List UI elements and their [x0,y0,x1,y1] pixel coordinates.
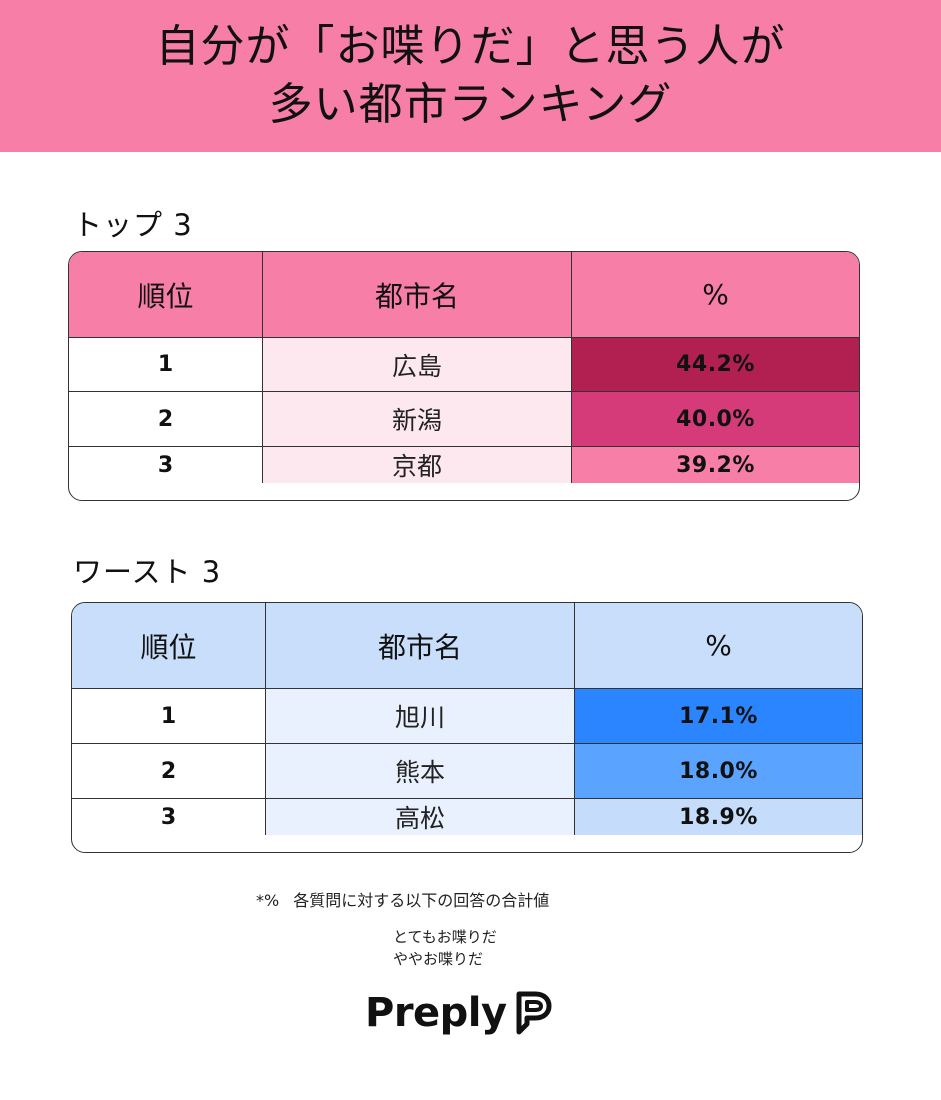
table-header-row: 順位 都市名 % [69,252,859,337]
percent-cell: 18.9% [574,799,862,835]
city-cell: 旭川 [265,689,574,743]
footnote-text: 各質問に対する以下の回答の合計値 [293,891,550,910]
rank-cell: 1 [69,338,262,391]
city-cell: 新潟 [262,392,571,446]
answer-item: ややお喋りだ [393,950,484,968]
rank-cell: 1 [72,689,265,743]
city-cell: 熊本 [265,744,574,798]
answer-list: とてもお喋りだ ややお喋りだ [393,926,497,970]
logo-wordmark: Preply [365,990,507,1036]
percent-cell: 40.0% [571,392,859,446]
preply-logo-icon [516,991,552,1035]
table-row: 2 新潟 40.0% [69,391,859,446]
worst3-title: ワースト 3 [73,555,222,589]
footnote: *% 各質問に対する以下の回答の合計値 [256,887,549,911]
footnote-mark: *% [256,891,280,910]
table-row: 1 広島 44.2% [69,337,859,391]
percent-header: % [571,252,859,337]
city-header: 都市名 [265,603,574,688]
percent-cell: 39.2% [571,447,859,483]
rank-cell: 3 [69,447,262,483]
percent-cell: 44.2% [571,338,859,391]
rank-header: 順位 [137,279,194,313]
table-row: 3 高松 18.9% [72,798,862,835]
percent-cell: 18.0% [574,744,862,798]
top3-table: 順位 都市名 % 1 広島 44.2% 2 新潟 40.0% 3 京都 39.2… [68,251,860,501]
worst3-table: 順位 都市名 % 1 旭川 17.1% 2 熊本 18.0% 3 高松 18.9… [71,602,863,853]
top3-title: トップ 3 [73,208,193,242]
table-row: 1 旭川 17.1% [72,688,862,743]
rank-cell: 2 [69,392,262,446]
percent-header: % [574,603,862,688]
table-row: 2 熊本 18.0% [72,743,862,798]
header-banner: 自分が「お喋りだ」と思う人が 多い都市ランキング [0,0,941,152]
title-line-2: 多い都市ランキング [268,79,673,130]
table-row: 3 京都 39.2% [69,446,859,483]
rank-cell: 3 [72,799,265,835]
city-cell: 高松 [265,799,574,835]
city-header: 都市名 [262,252,571,337]
title-line-1: 自分が「お喋りだ」と思う人が [155,21,786,72]
city-cell: 京都 [262,447,571,483]
preply-logo: Preply [365,985,553,1041]
table-header-row: 順位 都市名 % [72,603,862,688]
percent-cell: 17.1% [574,689,862,743]
answer-item: とてもお喋りだ [393,928,497,946]
rank-cell: 2 [72,744,265,798]
city-cell: 広島 [262,338,571,391]
rank-header: 順位 [140,630,197,664]
